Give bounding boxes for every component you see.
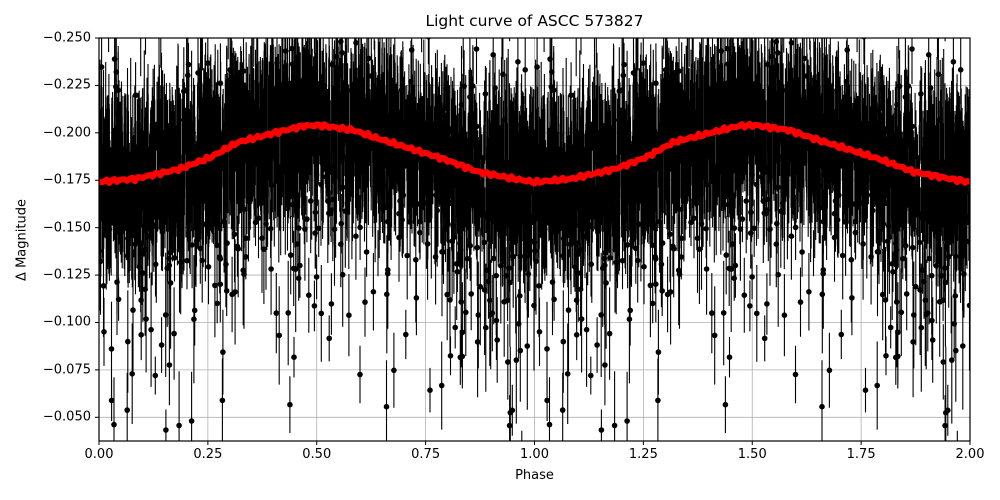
chart-title: Light curve of ASCC 573827 bbox=[425, 12, 644, 30]
y-tick-label: −0.050 bbox=[42, 409, 91, 425]
y-axis-label: Δ Magnitude bbox=[14, 199, 30, 281]
x-tick-label: 1.50 bbox=[737, 447, 767, 462]
x-tick-label: 2.00 bbox=[955, 447, 985, 462]
x-axis-label: Phase bbox=[515, 468, 554, 483]
x-tick-label: 0.00 bbox=[84, 447, 114, 462]
x-tick-label: 0.75 bbox=[411, 447, 441, 462]
x-tick-label: 1.75 bbox=[846, 447, 876, 462]
y-tick-label: −0.125 bbox=[42, 267, 91, 283]
y-tick-label: −0.250 bbox=[42, 30, 91, 46]
binned-curve bbox=[99, 120, 970, 187]
x-tick-label: 0.50 bbox=[302, 447, 332, 462]
y-tick-label: −0.200 bbox=[42, 125, 91, 141]
y-tick-label: −0.175 bbox=[42, 172, 91, 188]
x-tick-label: 0.25 bbox=[193, 447, 223, 462]
x-tick-label: 1.00 bbox=[520, 447, 549, 462]
y-tick-label: −0.225 bbox=[42, 77, 91, 93]
data-points bbox=[99, 38, 970, 433]
x-tick-label: 1.25 bbox=[628, 447, 658, 462]
y-tick-label: −0.150 bbox=[42, 220, 91, 236]
y-tick-label: −0.100 bbox=[42, 314, 91, 330]
y-tick-label: −0.075 bbox=[42, 362, 91, 378]
axes-frame bbox=[98, 37, 971, 442]
axis-ticks bbox=[95, 37, 971, 445]
